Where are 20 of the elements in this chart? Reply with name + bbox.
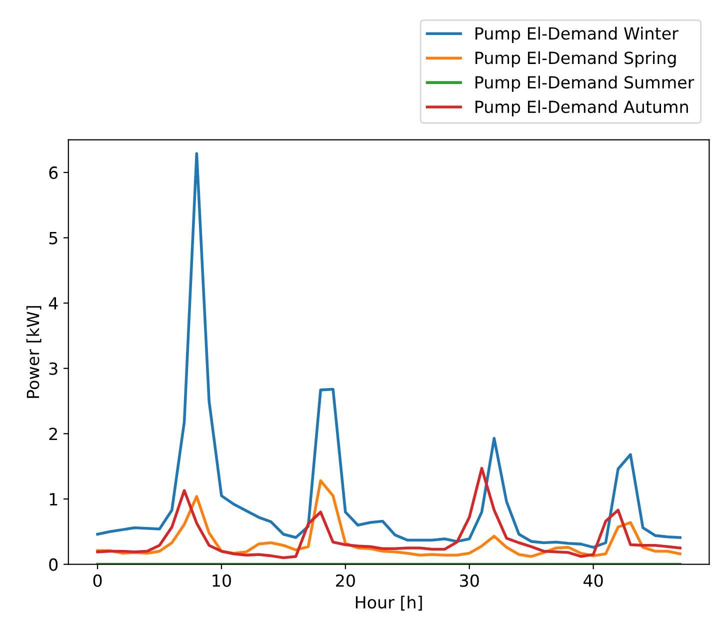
x-tick-label: 20 [336, 574, 355, 587]
x-axis-title: Hour [h] [356, 596, 422, 611]
y-axis-title: Power [kW] [26, 306, 42, 398]
legend-label: Pump El-Demand Winter [476, 26, 678, 43]
line-series [96, 466, 682, 560]
legend-label: Pump El-Demand Autumn [476, 100, 688, 116]
y-tick-label: 0 [49, 558, 58, 571]
x-tick-label: 30 [460, 574, 479, 587]
line-series [96, 152, 682, 549]
legend-label: Pump El-Demand Spring [476, 51, 676, 68]
legend-label: Pump El-Demand Summer [476, 76, 694, 92]
y-tick-label: 1 [50, 493, 58, 506]
y-tick-label: 3 [49, 362, 58, 375]
x-tick-label: 0 [93, 574, 102, 587]
x-tick-label: 10 [212, 574, 231, 587]
y-tick-label: 2 [49, 428, 58, 440]
y-tick-label: 6 [49, 166, 58, 180]
y-tick-label: 4 [48, 297, 58, 310]
x-tick-label: 40 [584, 574, 603, 587]
y-tick-label: 5 [49, 232, 58, 244]
